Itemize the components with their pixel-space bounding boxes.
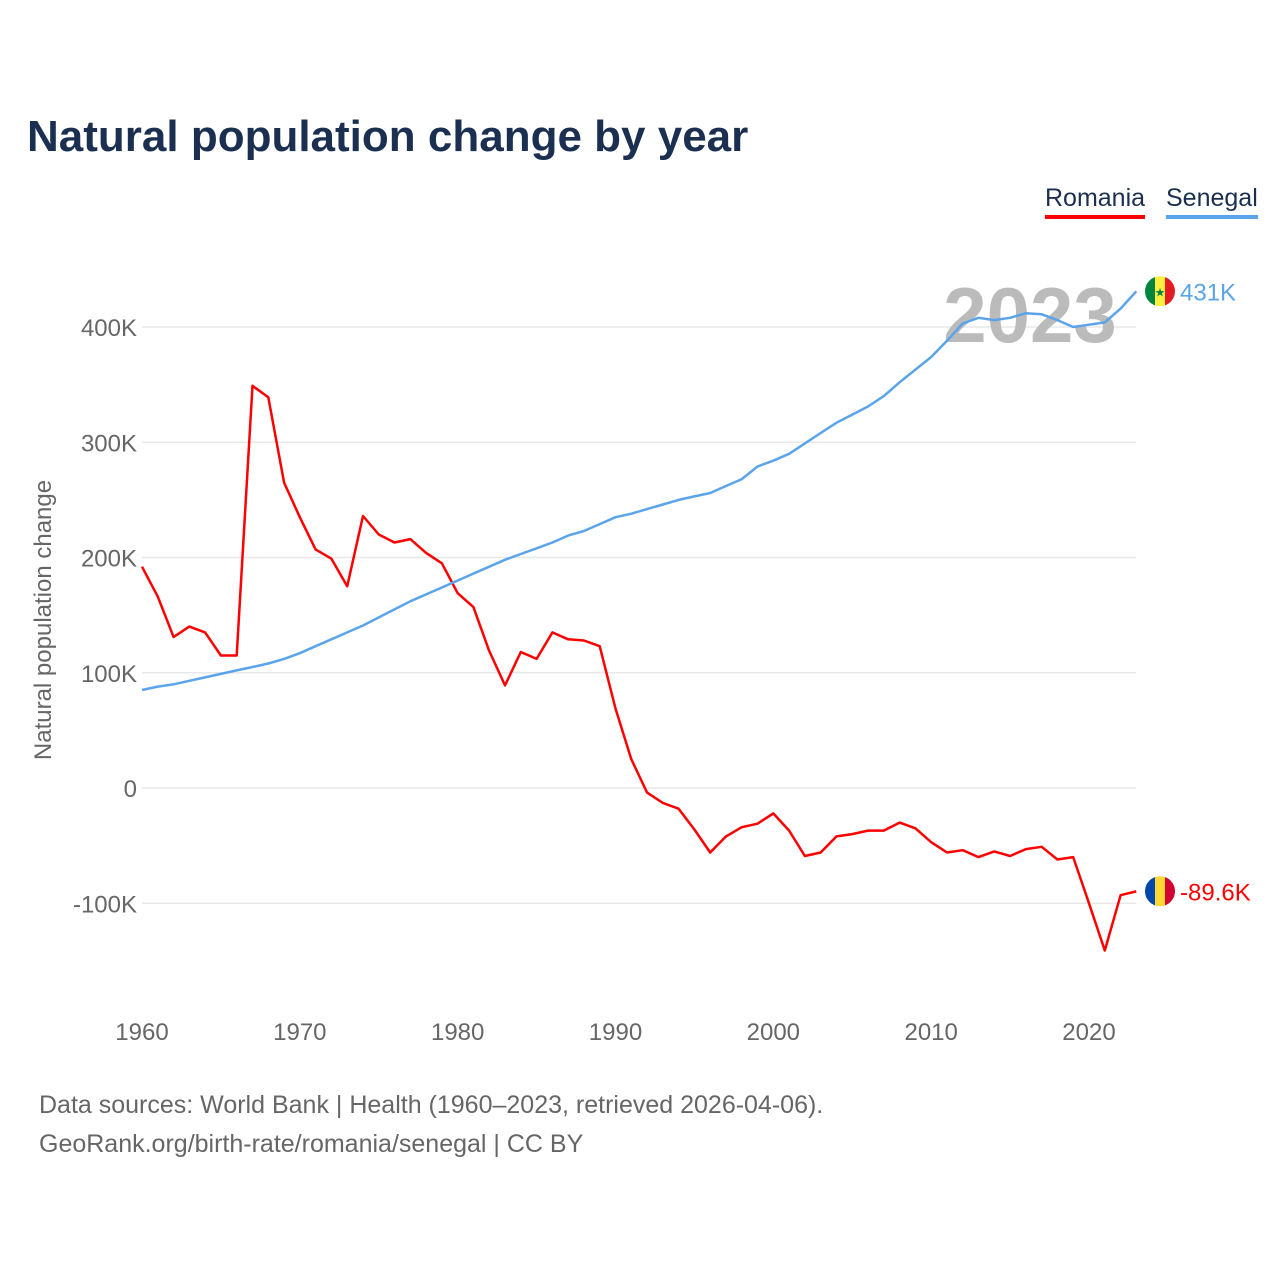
y-tick-label: 0	[124, 776, 137, 803]
y-tick-label: 400K	[81, 315, 137, 342]
x-tick-label: 2010	[904, 1019, 957, 1046]
footer: Data sources: World Bank | Health (1960–…	[39, 1086, 823, 1164]
series-line-senegal	[141, 290, 1138, 692]
source-link[interactable]: GeoRank.org/birth-rate/romania/senegal |…	[39, 1130, 584, 1158]
y-axis-label: Natural population change	[30, 480, 57, 760]
flag-romania-icon	[1145, 876, 1175, 907]
data-sources: Data sources: World Bank | Health (1960–…	[39, 1091, 824, 1119]
flag-senegal-icon: ★	[1145, 276, 1175, 307]
end-label-romania: -89.6K	[1180, 879, 1251, 906]
year-watermark: 2023	[943, 271, 1117, 359]
end-label-senegal: 431K	[1180, 279, 1236, 306]
y-tick-label: 100K	[81, 661, 137, 688]
chart-title: Natural population change by year	[27, 112, 749, 161]
y-tick-label: 300K	[81, 430, 137, 457]
x-tick-label: 1980	[431, 1019, 484, 1046]
y-tick-label: 200K	[81, 546, 137, 573]
svg-text:★: ★	[1155, 285, 1166, 299]
legend-romania[interactable]: Romania	[1045, 184, 1146, 219]
series-line-romania	[140, 384, 1137, 952]
x-tick-label: 2000	[747, 1019, 800, 1046]
y-tick-label: -100K	[73, 891, 137, 918]
x-tick-label: 2020	[1062, 1019, 1115, 1046]
legend-senegal[interactable]: Senegal	[1166, 184, 1258, 219]
x-tick-label: 1970	[273, 1019, 326, 1046]
x-tick-label: 1960	[115, 1019, 168, 1046]
x-tick-label: 1990	[589, 1019, 642, 1046]
